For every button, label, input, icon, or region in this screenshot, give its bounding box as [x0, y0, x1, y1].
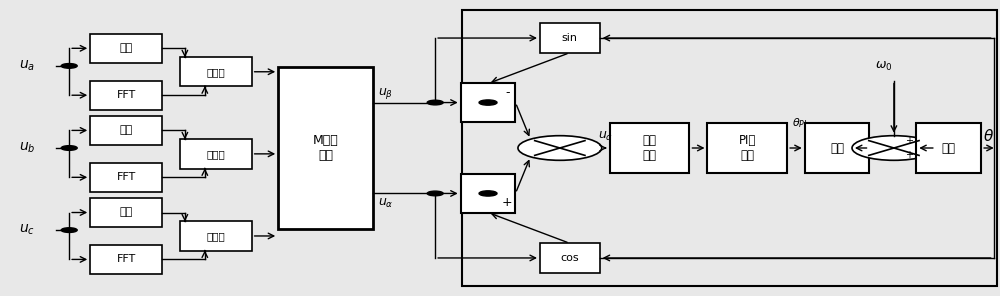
Text: M矩阵
变换: M矩阵 变换	[313, 134, 338, 162]
Bar	[540, 243, 600, 273]
Text: FFT: FFT	[116, 90, 136, 100]
Text: 低通: 低通	[119, 207, 133, 218]
Text: PI控
制器: PI控 制器	[739, 134, 756, 162]
Bar	[461, 83, 515, 122]
Text: cos: cos	[560, 253, 579, 263]
Bar	[90, 198, 162, 227]
Text: $u_q$: $u_q$	[598, 129, 613, 144]
Text: $u_a$: $u_a$	[19, 59, 35, 73]
Text: $\theta_{PI}$: $\theta_{PI}$	[792, 116, 808, 130]
Bar	[805, 123, 869, 173]
Circle shape	[479, 100, 497, 105]
Bar	[180, 57, 252, 86]
Bar	[90, 116, 162, 145]
Bar	[610, 123, 689, 173]
Bar	[90, 81, 162, 110]
Text: 低通: 低通	[119, 126, 133, 135]
Bar	[278, 67, 373, 229]
Bar	[90, 34, 162, 63]
Bar	[916, 123, 981, 173]
Circle shape	[61, 146, 77, 150]
Text: $u_b$: $u_b$	[19, 141, 36, 155]
Text: sin: sin	[562, 33, 578, 43]
Text: +: +	[905, 150, 913, 160]
Text: FFT: FFT	[116, 172, 136, 182]
Bar	[90, 245, 162, 274]
Text: 归一化: 归一化	[206, 67, 225, 77]
Bar	[180, 221, 252, 251]
Circle shape	[479, 191, 497, 196]
Circle shape	[61, 228, 77, 232]
Bar	[180, 139, 252, 168]
Circle shape	[427, 100, 443, 105]
Bar	[707, 123, 787, 173]
Text: 一阶
慰性: 一阶 慰性	[643, 134, 657, 162]
Text: $u_c$: $u_c$	[19, 223, 35, 237]
Text: FFT: FFT	[116, 255, 136, 264]
Text: $\theta$: $\theta$	[983, 128, 994, 144]
Text: +: +	[905, 136, 913, 146]
Bar	[462, 10, 997, 286]
Text: 归一化: 归一化	[206, 231, 225, 241]
Text: 归一化: 归一化	[206, 149, 225, 159]
Text: -: -	[505, 86, 509, 99]
Text: 积分: 积分	[942, 141, 956, 155]
Text: 低通: 低通	[119, 43, 133, 53]
Text: $u_\alpha$: $u_\alpha$	[378, 197, 393, 210]
Text: 增益: 增益	[830, 141, 844, 155]
Text: $u_\beta$: $u_\beta$	[378, 86, 393, 101]
Bar	[461, 174, 515, 213]
Text: $\omega_0$: $\omega_0$	[875, 60, 893, 73]
Circle shape	[427, 191, 443, 196]
Circle shape	[518, 136, 602, 160]
Bar	[90, 163, 162, 192]
Bar	[540, 23, 600, 53]
Circle shape	[852, 136, 936, 160]
Circle shape	[61, 64, 77, 68]
Text: +: +	[502, 197, 513, 210]
